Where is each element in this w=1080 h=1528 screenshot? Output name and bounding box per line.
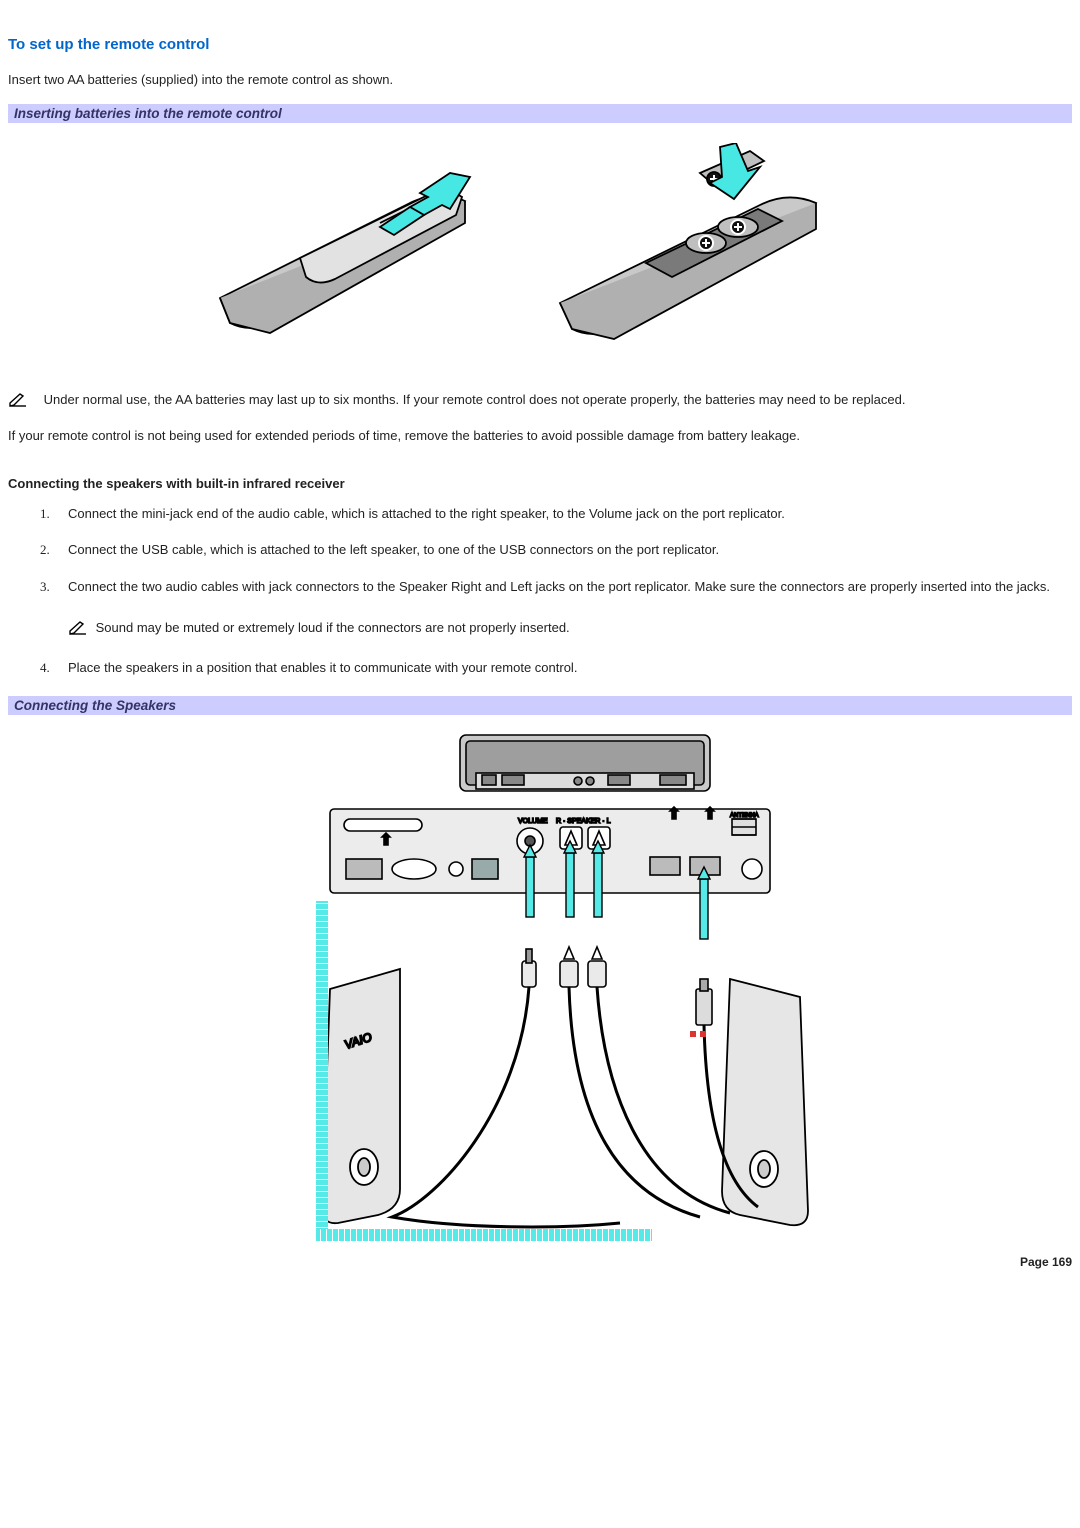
- note-icon: [68, 619, 88, 641]
- battery-life-note: Under normal use, the AA batteries may l…: [8, 391, 1072, 413]
- intro-text: Insert two AA batteries (supplied) into …: [8, 71, 1072, 90]
- step-1: Connect the mini-jack end of the audio c…: [68, 505, 1072, 524]
- page-number: Page 169: [8, 1255, 1072, 1269]
- leakage-note: If your remote control is not being used…: [8, 427, 1072, 446]
- battery-life-note-text: Under normal use, the AA batteries may l…: [44, 392, 906, 407]
- note-icon: [8, 391, 28, 413]
- figure-caption-batteries: Inserting batteries into the remote cont…: [8, 104, 1072, 123]
- svg-text:ANTENNA: ANTENNA: [730, 813, 759, 819]
- section-title: To set up the remote control: [8, 36, 1072, 53]
- svg-text:R · SPEAKER · L: R · SPEAKER · L: [556, 818, 611, 825]
- figure-caption-speakers: Connecting the Speakers: [8, 696, 1072, 715]
- speakers-diagram: VOLUME R · SPEAKER · L ANTENNA: [260, 729, 820, 1249]
- step-3-note-text: Sound may be muted or extremely loud if …: [96, 620, 570, 635]
- svg-text:VOLUME: VOLUME: [518, 818, 548, 825]
- steps-list: Connect the mini-jack end of the audio c…: [8, 505, 1072, 678]
- step-2: Connect the USB cable, which is attached…: [68, 541, 1072, 560]
- remote-closed-illustration: [210, 143, 510, 353]
- figure-connecting-speakers: VOLUME R · SPEAKER · L ANTENNA: [8, 715, 1072, 1249]
- step-3-note: Sound may be muted or extremely loud if …: [68, 619, 1072, 641]
- speakers-subheading: Connecting the speakers with built-in in…: [8, 476, 1072, 491]
- remote-open-illustration: [550, 143, 870, 353]
- step-3: Connect the two audio cables with jack c…: [68, 578, 1072, 641]
- step-4: Place the speakers in a position that en…: [68, 659, 1072, 678]
- step-3-text: Connect the two audio cables with jack c…: [68, 579, 1050, 594]
- figure-remote-batteries: [8, 123, 1072, 377]
